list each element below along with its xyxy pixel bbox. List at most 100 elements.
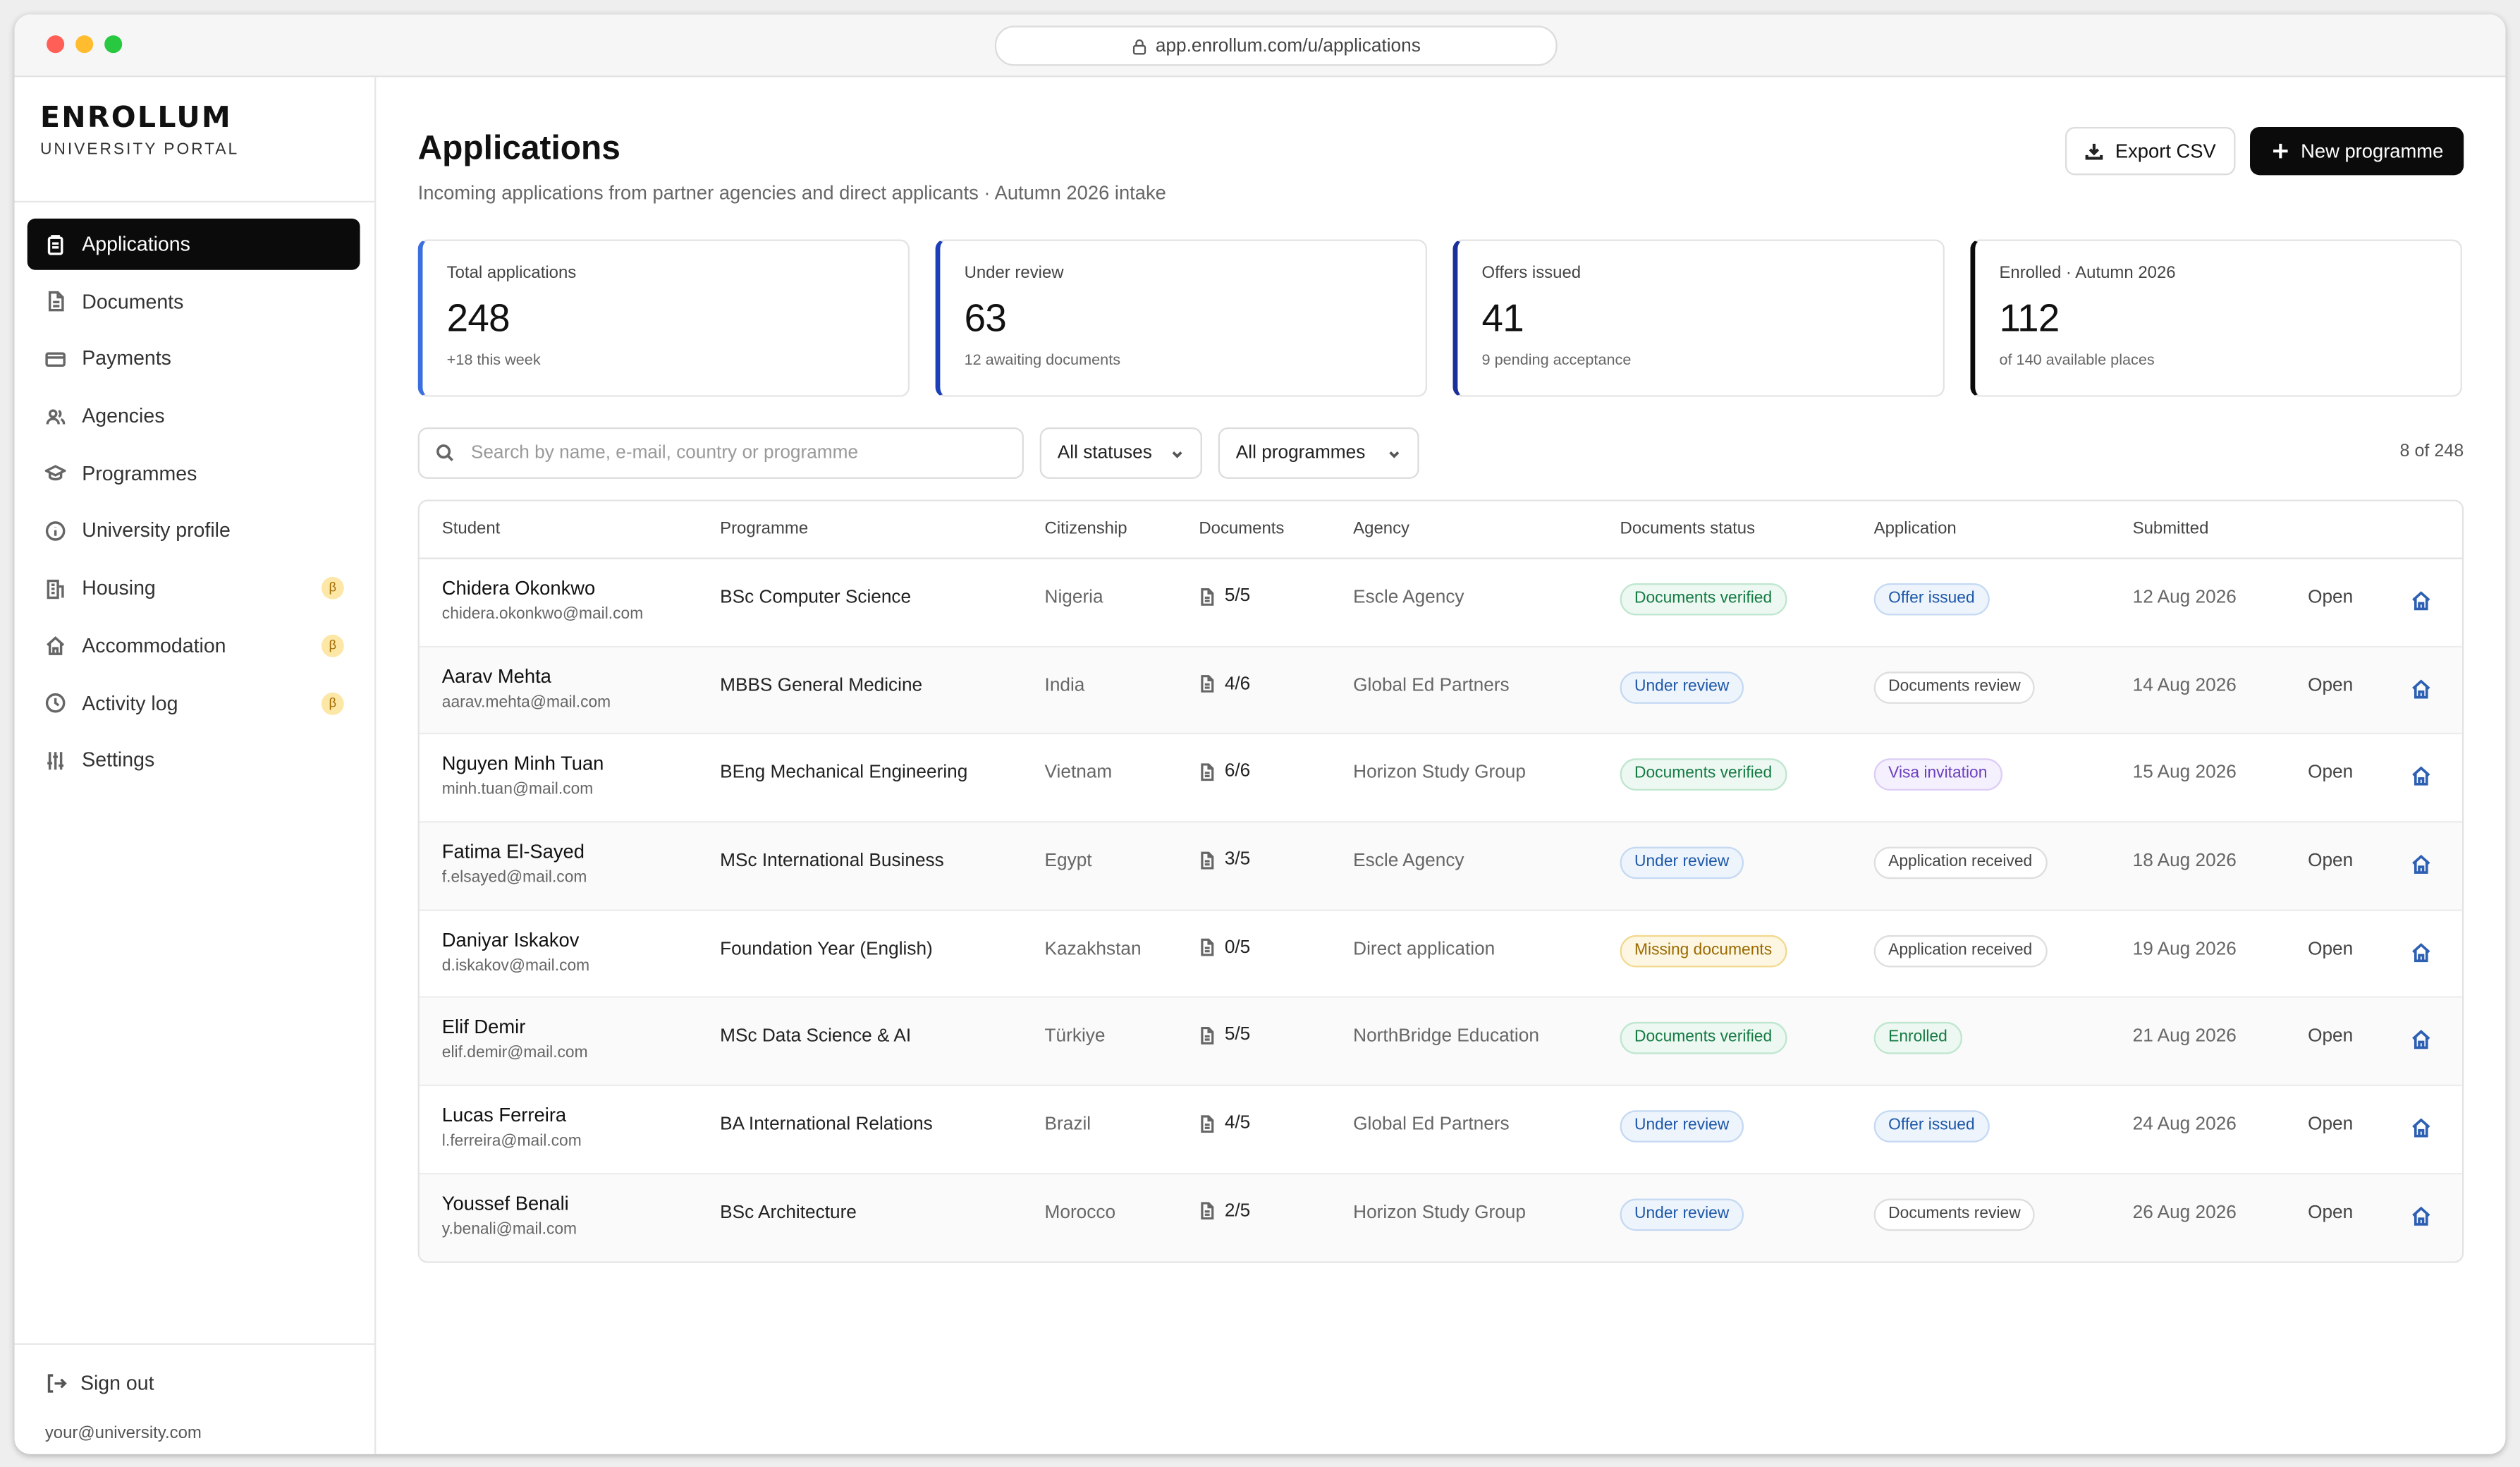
programme-cell: BEng Mechanical Engineering: [720, 763, 968, 784]
sidebar-item-label: University profile: [82, 519, 231, 542]
student-name: Lucas Ferreira: [441, 1104, 567, 1127]
open-link[interactable]: Open: [2308, 676, 2354, 695]
search-input[interactable]: [467, 442, 989, 465]
sidebar: ENROLLUM UNIVERSITY PORTAL Applications D…: [14, 77, 377, 1454]
citizenship-cell: Kazakhstan: [1044, 939, 1142, 959]
open-link[interactable]: Open: [2308, 1203, 2354, 1223]
minimize-window-button[interactable]: [75, 35, 94, 54]
stat-label: Total applications: [446, 263, 577, 283]
housing-home-icon[interactable]: [2411, 1117, 2432, 1146]
submitted-date: 26 Aug 2026: [2132, 1203, 2237, 1223]
column-header[interactable]: Agency: [1353, 518, 1410, 539]
stat-note: +18 this week: [446, 351, 541, 370]
open-link[interactable]: Open: [2308, 851, 2354, 871]
submitted-date: 14 Aug 2026: [2132, 676, 2237, 695]
housing-home-icon[interactable]: [2411, 1029, 2432, 1058]
home-icon: [2412, 767, 2430, 786]
sidebar-item-label: Agencies: [82, 405, 165, 428]
submitted-date: 19 Aug 2026: [2132, 939, 2237, 959]
documents-cell: 3/5: [1199, 850, 1250, 870]
table-row[interactable]: Nguyen Minh Tuan minh.tuan@mail.com BEng M…: [419, 735, 2462, 823]
column-header[interactable]: Documents: [1199, 518, 1285, 539]
export-csv-button[interactable]: Export CSV: [2065, 126, 2236, 176]
sidebar-item-label: Programmes: [82, 462, 197, 485]
open-link[interactable]: Open: [2308, 1115, 2354, 1135]
sidebar-item-housing[interactable]: Housing β: [27, 563, 360, 614]
open-link[interactable]: Open: [2308, 939, 2354, 959]
programme-cell: MSc Data Science & AI: [720, 1027, 912, 1047]
sidebar-item-accommodation[interactable]: Accommodation β: [27, 620, 360, 671]
address-bar[interactable]: app.enrollum.com/u/applications: [994, 25, 1558, 66]
application-status-badge: Enrolled: [1873, 1022, 1962, 1055]
document-icon: [1201, 763, 1214, 781]
column-header[interactable]: Application: [1873, 518, 1957, 539]
search-field[interactable]: [417, 427, 1024, 479]
column-header[interactable]: Student: [441, 518, 501, 539]
documents-status-badge: Under review: [1620, 1110, 1744, 1143]
column-header[interactable]: Citizenship: [1044, 518, 1127, 539]
plus-icon: [2273, 143, 2287, 159]
stat-label: Enrolled · Autumn 2026: [1999, 263, 2176, 283]
sidebar-item-applications[interactable]: Applications: [27, 218, 360, 270]
sign-out-button[interactable]: Sign out: [45, 1372, 154, 1395]
table-row[interactable]: Chidera Okonkwo chidera.okonkwo@mail.com B…: [419, 559, 2462, 647]
student-email: chidera.okonkwo@mail.com: [441, 605, 644, 623]
programme-filter-select[interactable]: All programmes: [1218, 427, 1419, 479]
column-header[interactable]: Documents status: [1620, 518, 1756, 539]
activity-icon: [45, 693, 66, 713]
chevron-down-icon: [1389, 450, 1400, 458]
sidebar-item-programmes[interactable]: Programmes: [27, 448, 360, 499]
documents-cell: 0/5: [1199, 938, 1250, 957]
document-icon: [1201, 1026, 1214, 1045]
student-email: l.ferreira@mail.com: [441, 1133, 582, 1151]
documents-cell: 4/5: [1199, 1114, 1250, 1133]
column-header[interactable]: Programme: [720, 518, 809, 539]
new-programme-label: New programme: [2301, 140, 2444, 163]
documents-status-badge: Under review: [1620, 671, 1744, 704]
graduation-cap-icon: [44, 465, 66, 481]
table-row[interactable]: Aarav Mehta aarav.mehta@mail.com MBBS Gene…: [419, 647, 2462, 735]
sidebar-item-agencies[interactable]: Agencies: [27, 391, 360, 442]
document-icon: [48, 291, 64, 312]
column-header[interactable]: Submitted: [2132, 518, 2209, 539]
citizenship-cell: Morocco: [1044, 1203, 1116, 1223]
sidebar-item-settings[interactable]: Settings: [27, 735, 360, 786]
table-row[interactable]: Daniyar Iskakov d.iskakov@mail.com Foundat…: [419, 911, 2462, 999]
status-filter-select[interactable]: All statuses: [1039, 427, 1202, 479]
documents-status-badge: Documents verified: [1620, 1022, 1787, 1055]
lock-icon: [1132, 38, 1146, 54]
stat-value: 112: [1999, 297, 2060, 341]
housing-home-icon[interactable]: [2411, 678, 2432, 707]
agency-cell: Escle Agency: [1353, 851, 1464, 871]
citizenship-cell: Türkiye: [1044, 1027, 1106, 1047]
sidebar-item-payments[interactable]: Payments: [27, 333, 360, 384]
open-link[interactable]: Open: [2308, 588, 2354, 608]
stat-card: Offers issued 41 9 pending acceptance: [1452, 239, 1945, 397]
stat-card: Total applications 248 +18 this week: [417, 239, 910, 397]
student-email: d.iskakov@mail.com: [441, 957, 590, 975]
documents-status-badge: Under review: [1620, 846, 1744, 879]
housing-home-icon[interactable]: [2411, 853, 2432, 882]
table-row[interactable]: Fatima El-Sayed f.elsayed@mail.com MSc Int…: [419, 822, 2462, 911]
table-row[interactable]: Lucas Ferreira l.ferreira@mail.com BA Inte…: [419, 1086, 2462, 1174]
citizenship-cell: India: [1044, 676, 1085, 695]
open-link[interactable]: Open: [2308, 1027, 2354, 1047]
table-row[interactable]: Youssef Benali y.benali@mail.com BSc Archi…: [419, 1174, 2462, 1261]
housing-home-icon[interactable]: [2411, 941, 2432, 970]
home-icon: [2412, 1206, 2430, 1226]
sidebar-item-activity-log[interactable]: Activity log β: [27, 677, 360, 729]
sign-out-label: Sign out: [80, 1372, 154, 1395]
stat-value: 63: [964, 297, 1007, 341]
open-link[interactable]: Open: [2308, 763, 2354, 784]
close-window-button[interactable]: [47, 35, 65, 54]
maximize-window-button[interactable]: [104, 35, 123, 54]
housing-home-icon[interactable]: [2411, 765, 2432, 794]
sidebar-item-documents[interactable]: Documents: [27, 276, 360, 327]
housing-home-icon[interactable]: [2411, 590, 2432, 619]
sidebar-item-university-profile[interactable]: University profile: [27, 505, 360, 556]
new-programme-button[interactable]: New programme: [2250, 126, 2464, 176]
beta-badge: β: [321, 691, 344, 714]
stat-note: 12 awaiting documents: [964, 351, 1121, 370]
table-row[interactable]: Elif Demir elif.demir@mail.com MSc Data Sc…: [419, 998, 2462, 1087]
housing-home-icon[interactable]: [2411, 1205, 2432, 1234]
